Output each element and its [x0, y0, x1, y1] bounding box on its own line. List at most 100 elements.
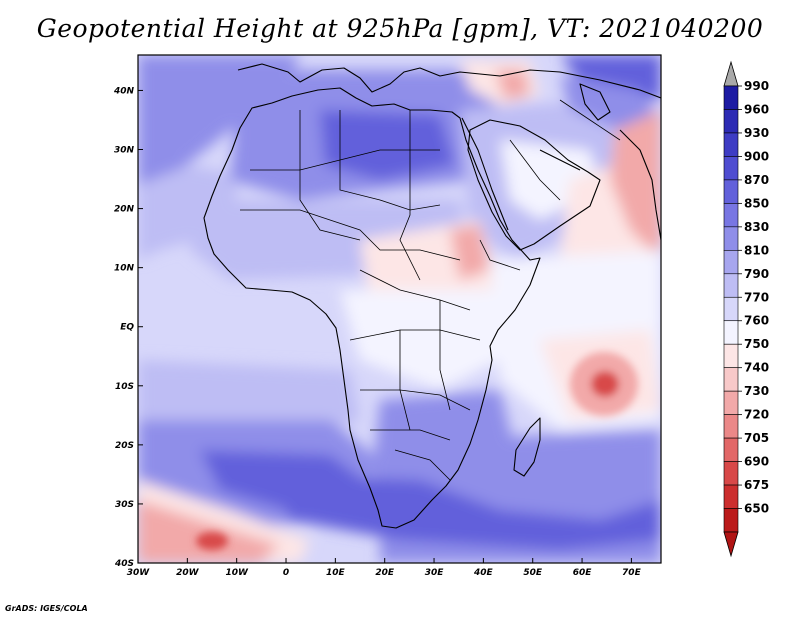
lon-tick-label: 40E: [473, 568, 494, 578]
lat-tick-label: 20N: [114, 205, 135, 215]
colorbar-swatch: [723, 437, 739, 462]
colorbar-swatch: [723, 179, 739, 204]
lat-tick-label: EQ: [120, 323, 134, 333]
europe-coastline: [237, 63, 661, 99]
lat-tick-label: 30S: [115, 500, 134, 510]
border-10: [394, 449, 451, 481]
lon-tick-label: 30W: [127, 568, 151, 578]
colorbar-level-label: 960: [744, 102, 769, 116]
lon-tick-label: 10W: [225, 568, 249, 578]
lon-tick-label: 60E: [573, 568, 593, 578]
lon-tick-label: 10E: [326, 568, 346, 578]
colorbar-level-label: 930: [744, 126, 769, 140]
colorbar-swatch: [723, 132, 739, 157]
lat-tick-label: 10N: [114, 264, 135, 274]
colorbar-swatch: [723, 109, 739, 134]
indian-ocean-cyclone-inner: [591, 371, 619, 397]
asia-mid: [560, 75, 661, 130]
border-3: [339, 110, 441, 211]
colorbar-swatch: [723, 85, 739, 110]
colorbar-swatch: [723, 343, 739, 368]
colorbar-level-label: 705: [744, 431, 769, 445]
colorbar-swatch: [723, 156, 739, 181]
border-11: [399, 330, 411, 431]
sahara-high: [320, 110, 455, 180]
border-4: [399, 110, 421, 281]
colorbar-level-label: 790: [744, 267, 769, 281]
lat-tick-label: 30N: [114, 146, 135, 156]
colorbar-level-label: 810: [744, 243, 769, 257]
southwest-cyclone-core: [196, 532, 228, 550]
colorbar-swatch: [723, 320, 739, 345]
height-field: [138, 55, 661, 563]
colorbar-level-label: 730: [744, 384, 769, 398]
border-15: [559, 99, 621, 141]
colorbar: 990 960 930 900 870 850 830 810 790 770 760 750 740 7…: [723, 60, 769, 558]
arabia-coastline: [467, 119, 601, 251]
axis-ticks: 30W 20W 10W 0 10E 20E 30E 40E 50E 60E 70E 40N 30N 20N…: [113, 86, 642, 578]
colorbar-level-label: 770: [744, 290, 769, 304]
colorbar-swatch: [723, 273, 739, 298]
border-13: [479, 239, 521, 271]
colorbar-swatch: [723, 203, 739, 228]
red-sea-line: [461, 117, 509, 231]
colorbar-level-label: 750: [744, 337, 769, 351]
country-borders: [240, 99, 621, 481]
colorbar-level-label: 900: [744, 149, 769, 163]
lon-tick-label: 50E: [523, 568, 543, 578]
border-1: [250, 149, 440, 171]
colorbar-swatch: [723, 390, 739, 415]
contour-fills: [138, 55, 661, 563]
madagascar: [513, 417, 541, 477]
colorbar-swatch: [723, 508, 739, 533]
colorbar-level-label: 760: [744, 314, 769, 328]
cyclone-lows: [196, 352, 638, 550]
colorbar-swatch: [723, 250, 739, 275]
colorbar-swatch: [723, 226, 739, 251]
congo-white: [340, 290, 500, 390]
lat-tick-label: 40S: [114, 559, 134, 569]
india-coastline: [619, 129, 661, 241]
colorbar-level-label: 720: [744, 408, 769, 422]
map-title: Geopotential Height at 925hPa [gpm], VT:…: [36, 14, 764, 43]
india-low: [610, 110, 661, 260]
lon-tick-label: 20E: [375, 568, 395, 578]
lat-tick-label: 10S: [115, 382, 134, 392]
colorbar-level-label: 830: [744, 220, 769, 234]
caspian-gulf: [579, 83, 611, 121]
colorbar-level-label: 850: [744, 196, 769, 210]
border-6: [359, 269, 471, 311]
colorbar-level-label: 740: [744, 361, 769, 375]
map-frame: [137, 54, 662, 564]
colorbar-level-label: 870: [744, 173, 769, 187]
lat-tick-label: 20S: [115, 441, 134, 451]
gulf-line: [539, 149, 581, 171]
colorbar-top-arrow: [723, 60, 739, 87]
colorbar-swatch: [723, 296, 739, 322]
colorbar-level-label: 990: [744, 79, 769, 93]
border-7: [349, 329, 481, 341]
border-9: [370, 429, 451, 441]
colorbar-swatch: [723, 367, 739, 392]
lon-tick-label: 30E: [425, 568, 445, 578]
south-indian-high: [270, 475, 661, 550]
iran-low: [495, 70, 530, 100]
colorbar-swatch: [723, 461, 739, 486]
sudan-lowred: [450, 225, 490, 280]
border-12: [439, 300, 451, 411]
grads-credit: GrADS: IGES/COLA: [5, 604, 88, 613]
border-8: [360, 389, 471, 411]
southwest-low-red: [138, 500, 280, 563]
colorbar-swatch: [723, 484, 739, 509]
border-2: [299, 110, 361, 241]
lon-tick-label: 20W: [176, 568, 200, 578]
colorbar-bottom-arrow: [723, 531, 739, 558]
border-5: [240, 209, 461, 261]
lat-tick-label: 40N: [113, 86, 135, 96]
colorbar-level-label: 690: [744, 455, 769, 469]
border-14: [509, 139, 561, 201]
colorbar-swatch: [723, 414, 739, 439]
colorbar-level-label: 675: [744, 478, 769, 492]
